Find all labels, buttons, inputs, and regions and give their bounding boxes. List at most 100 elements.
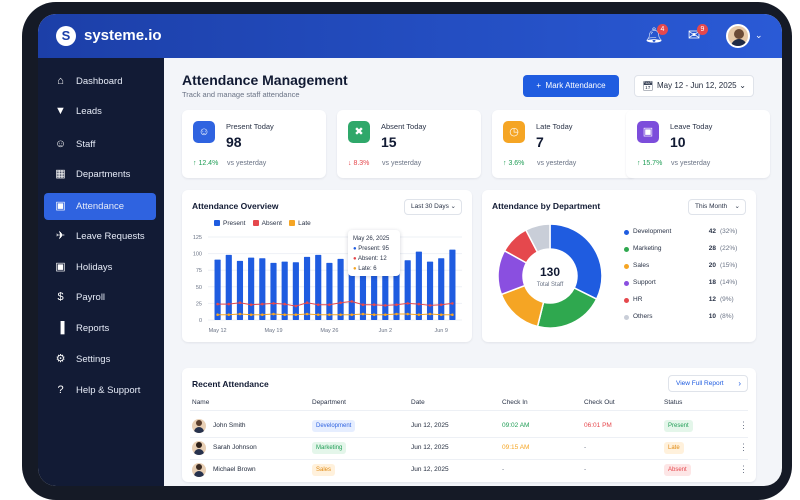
present-bar[interactable] (281, 261, 288, 320)
table-row[interactable]: Sarah Johnson Marketing Jun 12, 2025 09:15 … (182, 438, 756, 458)
mark-attendance-button[interactable]: + Mark Attendance (523, 75, 619, 97)
tooltip-present: ● Present: 95 (353, 244, 395, 254)
divider (190, 437, 748, 438)
tooltip-late: ● Late: 6 (353, 264, 395, 274)
department-name: Support (633, 279, 656, 286)
user-x-icon: ✖ (348, 121, 370, 143)
department-percent: (9%) (720, 296, 734, 303)
more-options-icon[interactable]: ⋮ (739, 420, 748, 430)
donut-slice-development[interactable] (549, 223, 603, 301)
sidebar-item-label: Leave Requests (76, 231, 145, 242)
present-bar[interactable] (315, 254, 322, 320)
present-bar[interactable] (303, 256, 311, 320)
x-tick-label: Jun 2 (379, 328, 392, 334)
stat-value: 15 (381, 134, 397, 150)
top-bar: S systeme.io 🔔︎ 4 ✉ 9 ⌄ (38, 14, 782, 58)
stat-value: 10 (670, 134, 686, 150)
stat-card-leave-today: ▣ Leave Today 10 ↑ 15.7% vs yesterday (626, 110, 770, 178)
chevron-right-icon: › (738, 379, 741, 388)
present-bar[interactable] (259, 258, 266, 320)
avatar-head-shape (734, 29, 744, 39)
department-percent: (32%) (720, 228, 738, 235)
sidebar-item-label: Staff (76, 139, 96, 150)
date-range-picker[interactable]: 📅︎ May 12 - Jun 12, 2025 ⌄ (634, 75, 754, 97)
present-bar[interactable] (248, 257, 255, 320)
avatar-body-shape (731, 39, 747, 46)
present-bar[interactable] (415, 251, 422, 320)
present-bar[interactable] (404, 260, 411, 320)
column-header-date: Date (411, 399, 425, 406)
present-bar[interactable] (236, 260, 244, 320)
user-avatar[interactable] (726, 24, 750, 48)
sidebar-item-reports[interactable]: ▐ Reports (44, 315, 156, 342)
donut-slice-others[interactable] (524, 223, 551, 254)
stat-delta: ↓ 8.3% (348, 160, 369, 167)
department-name: HR (633, 296, 643, 303)
column-header-status: Status (664, 399, 683, 406)
page-subtitle: Track and manage staff attendance (182, 90, 300, 99)
sidebar-item-leads[interactable]: ▼ Leads (44, 98, 156, 125)
late-point (451, 313, 454, 316)
absent-point (216, 302, 219, 306)
present-bar[interactable] (326, 262, 333, 320)
department-name: Marketing (633, 245, 662, 252)
late-point (294, 313, 298, 316)
calendar-icon: ▣ (637, 121, 659, 143)
sidebar-item-dashboard[interactable]: ⌂ Dashboard (44, 68, 156, 95)
more-options-icon[interactable]: ⋮ (739, 442, 748, 452)
department-row: Support 18 (14%) (624, 279, 746, 289)
sidebar-item-departments[interactable]: ▦ Departments (44, 161, 156, 188)
sidebar-item-attendance[interactable]: ▣ Attendance (44, 193, 156, 220)
mark-attendance-label: Mark Attendance (545, 81, 606, 90)
stat-comparison: vs yesterday (227, 160, 267, 167)
sidebar: ⌂ Dashboard ▼ Leads ☺ Staff ▦ Departments ▣ Atten… (38, 58, 164, 486)
sidebar-item-staff[interactable]: ☺ Staff (44, 131, 156, 158)
overview-range-dropdown[interactable]: Last 30 Days ⌄ (404, 199, 462, 215)
table-row[interactable]: John Smith Development Jun 12, 2025 09:02 A… (182, 416, 756, 436)
sidebar-item-label: Attendance (76, 201, 125, 212)
tooltip-late-text: Late: 6 (358, 266, 377, 272)
more-options-icon[interactable]: ⋮ (739, 464, 748, 474)
sidebar-item-payroll[interactable]: $ Payroll (44, 284, 156, 311)
department-name: Development (633, 228, 672, 235)
department-count: 18 (708, 279, 716, 286)
legend-late-label: Late (298, 220, 311, 227)
overview-range-label: Last 30 Days (411, 203, 449, 210)
donut-slice-marketing[interactable] (536, 286, 598, 329)
department-percent: (14%) (720, 279, 738, 286)
stat-delta-value: 3.6% (508, 160, 525, 167)
late-point (406, 312, 409, 316)
present-bar[interactable] (426, 261, 434, 320)
status-badge: Late (664, 442, 684, 454)
absent-line (217, 300, 453, 307)
sidebar-item-settings[interactable]: ⚙ Settings (44, 346, 156, 373)
absent-point (305, 301, 309, 305)
view-full-report-button[interactable]: View Full Report › (668, 375, 748, 392)
present-bar[interactable] (225, 254, 232, 320)
table-row[interactable]: Michael Brown Sales Jun 12, 2025 - - Absent ⋮ (182, 460, 756, 480)
users-icon: ☺ (54, 138, 67, 150)
sidebar-item-leave-requests[interactable]: ✈ Leave Requests (44, 223, 156, 250)
legend-item-late: Late (289, 220, 311, 227)
sidebar-item-holidays[interactable]: ▣ Holidays (44, 254, 156, 281)
bar-chart-icon: ▐ (56, 322, 65, 334)
absent-point (350, 300, 354, 303)
absent-point (451, 302, 454, 305)
donut-center-value: 130 (539, 265, 561, 279)
avatar-body-shape (194, 449, 204, 455)
stat-delta: ↑ 15.7% (637, 160, 662, 167)
present-bar[interactable] (270, 262, 277, 320)
present-bar[interactable] (292, 262, 299, 320)
sidebar-item-help-support[interactable]: ? Help & Support (44, 377, 156, 404)
late-point (227, 313, 231, 316)
stat-value: 7 (536, 134, 544, 150)
present-bar[interactable] (449, 249, 456, 320)
chevron-down-icon[interactable]: ⌄ (755, 30, 763, 40)
late-point (238, 312, 242, 316)
present-bar[interactable] (438, 258, 445, 320)
building-icon: ▦ (55, 168, 66, 180)
late-point (439, 313, 443, 316)
present-bar[interactable] (337, 258, 344, 320)
present-bar[interactable] (214, 259, 221, 320)
department-range-dropdown[interactable]: This Month ⌄ (688, 199, 746, 215)
